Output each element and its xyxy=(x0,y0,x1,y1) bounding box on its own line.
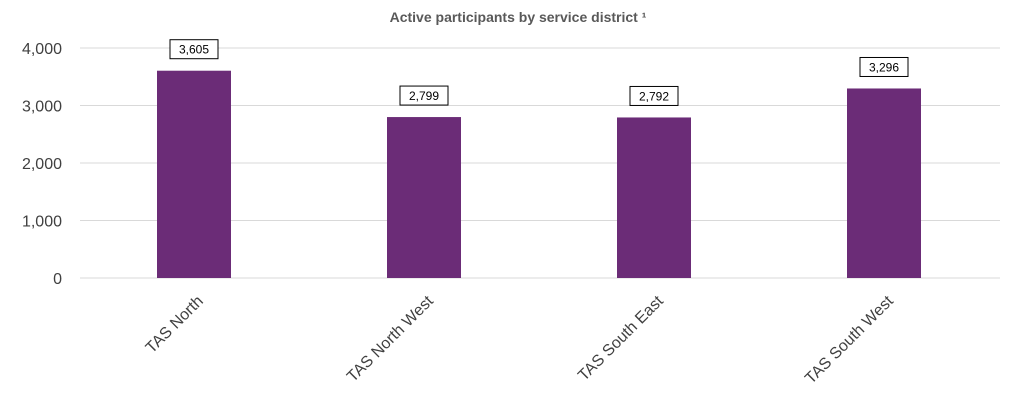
data-label: 3,296 xyxy=(859,56,909,77)
bar xyxy=(157,70,231,279)
data-label-box xyxy=(859,56,909,77)
y-tick-label: 4,000 xyxy=(22,41,62,58)
x-tick-label: TAS South West xyxy=(802,292,897,387)
x-axis-ticks: TAS North TAS North West TAS South East TAS… xyxy=(143,292,897,387)
bar xyxy=(617,117,691,279)
bar xyxy=(387,117,461,279)
data-label-box xyxy=(169,39,219,60)
y-axis-ticks: 0 1,000 2,000 3,000 4,000 xyxy=(22,41,62,288)
data-label-text: 3,605 xyxy=(179,43,209,57)
data-label-text: 2,799 xyxy=(409,89,439,103)
data-label: 2,799 xyxy=(399,85,449,106)
data-label-text: 3,296 xyxy=(869,60,899,74)
data-label-text: 2,792 xyxy=(639,89,669,103)
data-label-box xyxy=(399,85,449,106)
bars xyxy=(157,70,921,279)
y-tick-label: 3,000 xyxy=(22,99,62,116)
y-tick-label: 1,000 xyxy=(22,214,62,231)
gridlines xyxy=(80,47,1000,279)
y-tick-label: 0 xyxy=(53,271,62,288)
data-label: 3,605 xyxy=(169,39,219,60)
y-tick-label: 2,000 xyxy=(22,156,62,173)
data-label-box xyxy=(629,85,679,106)
chart-title: Active participants by service district … xyxy=(390,9,647,25)
bar xyxy=(847,88,921,278)
x-tick-label: TAS North xyxy=(143,293,207,357)
data-labels: 3,605 2,799 2,792 3,296 xyxy=(169,39,909,106)
data-label: 2,792 xyxy=(629,85,679,106)
x-tick-label: TAS South East xyxy=(575,292,667,384)
x-tick-label: TAS North West xyxy=(344,292,437,385)
